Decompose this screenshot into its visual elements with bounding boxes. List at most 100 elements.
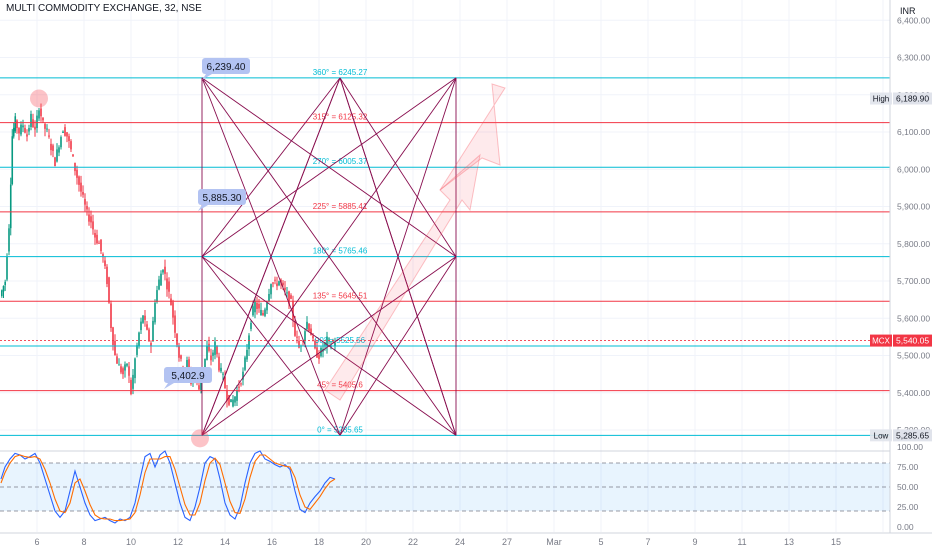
candle-body	[240, 383, 242, 385]
time-tick-label: 14	[220, 537, 230, 547]
candle-body	[18, 127, 20, 134]
candle-body	[32, 119, 34, 128]
candle-body	[64, 127, 66, 136]
candle-body	[156, 290, 158, 303]
candle-body	[244, 357, 246, 370]
candle-body	[4, 281, 6, 286]
gann-line	[201, 256, 457, 436]
time-tick-label: 18	[314, 537, 324, 547]
price-tick-label: 6,300.00	[897, 53, 930, 63]
price-tick-label: 5,400.00	[897, 388, 930, 398]
candle-body	[94, 233, 96, 238]
currency-label: INR	[900, 6, 916, 16]
arrow-layer	[324, 83, 506, 401]
candle-body	[78, 176, 80, 185]
callout-pointer	[198, 205, 208, 211]
time-tick-label: 6	[34, 537, 39, 547]
candle-body	[24, 127, 26, 133]
low-marker	[191, 429, 209, 448]
gann-level-layer: 360° = 6245.27 315° = 6125.32 270° = 6005.…	[0, 68, 890, 436]
candle-body	[328, 338, 330, 340]
callout-text: 5,402.9	[171, 371, 205, 382]
callout-bg	[202, 58, 250, 74]
candle-body	[124, 364, 126, 371]
candle-body	[246, 349, 248, 360]
candle-body	[82, 191, 84, 195]
candle-body	[304, 331, 306, 341]
price-tag-key: High	[873, 95, 889, 104]
price-tag-value: 5,540.05	[896, 336, 929, 346]
gann-line	[339, 256, 457, 436]
candle-body	[92, 221, 94, 230]
candle-body	[58, 147, 60, 153]
gann-level-label: 45° = 5405.6	[317, 381, 363, 390]
candle-body	[102, 254, 104, 258]
gann-level-label: 135° = 5645.51	[313, 291, 368, 300]
candle-body	[274, 279, 276, 281]
gann-line	[339, 77, 457, 436]
candle-body	[98, 242, 100, 244]
candle-body	[298, 340, 300, 348]
gann-level-label: 0° = 5285.65	[317, 425, 363, 434]
candle-body	[276, 283, 278, 287]
candle-body	[256, 302, 258, 309]
candle-body	[116, 356, 118, 364]
time-tick-label: 27	[502, 537, 512, 547]
candle-body	[232, 399, 234, 407]
gann-level-label: 360° = 6245.27	[313, 68, 368, 77]
candle-body	[302, 340, 304, 342]
candle-body	[34, 126, 36, 130]
callout-pointer	[164, 383, 174, 389]
candle-body	[176, 333, 178, 345]
candle-body	[44, 123, 46, 129]
candle-body	[14, 116, 17, 132]
candle-body	[266, 302, 268, 311]
candle-body	[286, 292, 288, 294]
candle-body	[96, 234, 98, 244]
candle-body	[40, 108, 42, 117]
candle-body	[212, 352, 214, 356]
candle-body	[252, 306, 254, 316]
price-tick-label: 5,800.00	[897, 239, 930, 249]
candle-body	[200, 381, 202, 390]
price-tag-key-bg	[870, 334, 892, 347]
time-tick-label: 8	[81, 537, 86, 547]
candle-body	[46, 128, 48, 130]
gann-line	[201, 77, 341, 257]
time-tick-label: Mar	[546, 537, 562, 547]
stochastic-panel	[0, 450, 890, 524]
price-tick-label: 5,600.00	[897, 313, 930, 323]
candle-body	[20, 124, 22, 135]
candle-body	[136, 345, 138, 355]
candle-body	[170, 298, 172, 306]
candle-body	[198, 385, 200, 390]
candle-body	[168, 281, 170, 292]
price-tag-key: MCX	[872, 337, 890, 346]
time-tick-label: 13	[784, 537, 794, 547]
candle-body	[142, 315, 144, 323]
candle-body	[234, 396, 236, 403]
candle-body	[122, 368, 124, 375]
candle-body	[118, 364, 120, 366]
grid-layer	[0, 0, 932, 532]
time-tick-label: 10	[126, 537, 136, 547]
candle-body	[268, 293, 270, 302]
candle-body	[48, 135, 50, 137]
gann-level-label: 315° = 6125.32	[313, 113, 368, 122]
price-tag-value-bg	[893, 429, 932, 442]
candle-body	[160, 273, 162, 286]
candle-body	[216, 345, 218, 355]
candle-body	[270, 284, 272, 295]
candle-body	[282, 282, 284, 285]
candle-body	[130, 379, 132, 395]
candle-body	[334, 342, 336, 346]
candle-body	[290, 295, 292, 299]
time-tick-label: 12	[173, 537, 183, 547]
price-tag-key: Low	[874, 431, 889, 440]
candle-body	[154, 302, 156, 323]
candle-body	[106, 266, 108, 284]
candle-body	[166, 278, 168, 290]
candle-body	[134, 358, 136, 379]
candle-body	[214, 341, 216, 355]
